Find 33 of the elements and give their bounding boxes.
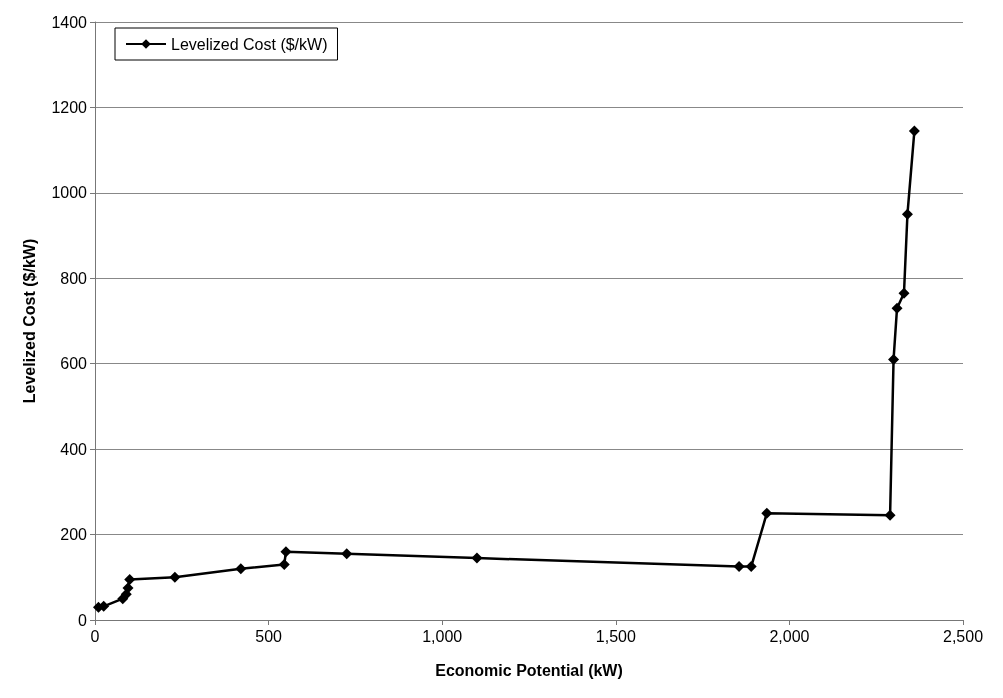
- point: [761, 507, 773, 519]
- y-tick-label: 800: [60, 269, 88, 287]
- x-tick-label: 1,500: [595, 627, 636, 645]
- x-tick-label: 500: [255, 627, 283, 645]
- point: [888, 353, 900, 365]
- point: [471, 552, 483, 564]
- x-tick-label: 2,500: [942, 627, 984, 645]
- y-tick-label: 1200: [51, 98, 88, 116]
- point: [908, 125, 920, 137]
- y-tick-label: 1000: [51, 184, 88, 202]
- point: [901, 208, 913, 220]
- point: [235, 563, 247, 575]
- y-tick-label: 400: [60, 440, 88, 458]
- point: [898, 287, 910, 299]
- point: [278, 558, 290, 570]
- y-tick-label: 0: [78, 611, 88, 629]
- point: [124, 573, 136, 585]
- point: [169, 571, 181, 583]
- y-tick-label: 600: [60, 355, 88, 373]
- y-tick-label: 1400: [51, 13, 88, 31]
- point: [341, 548, 353, 560]
- x-tick-label: 2,000: [769, 627, 810, 645]
- x-axis-title: Economic Potential (kW): [435, 661, 623, 679]
- x-tick-label: 0: [90, 627, 100, 645]
- point: [884, 509, 896, 521]
- x-tick-label: 1,000: [422, 627, 463, 645]
- point: [733, 561, 745, 573]
- point: [891, 302, 903, 314]
- y-axis-title: Levelized Cost ($/kW): [20, 238, 38, 404]
- legend-label: Levelized Cost ($/kW): [171, 35, 328, 53]
- point: [280, 546, 292, 558]
- point: [745, 561, 757, 573]
- y-tick-label: 200: [60, 526, 88, 544]
